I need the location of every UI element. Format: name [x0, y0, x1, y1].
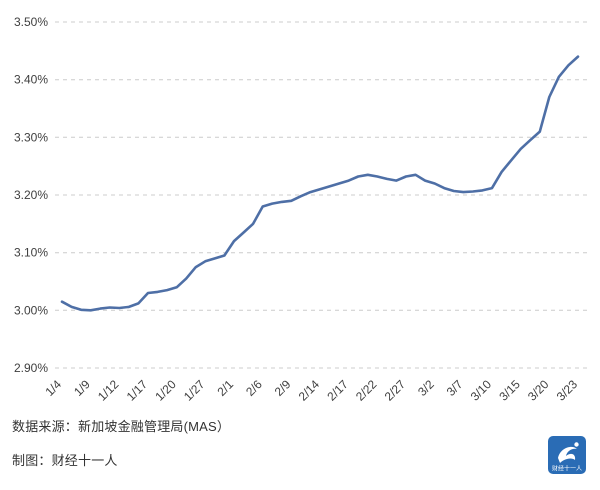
y-tick-label: 3.40% [14, 73, 48, 87]
caijing-logo: 财经十一人 [548, 436, 586, 474]
logo-dot [574, 442, 579, 447]
logo-glyph [558, 446, 577, 463]
line-chart: 3.50% 3.40% 3.30% 3.20% 3.10% 3.00% 2.90% 1/4 1/… [14, 15, 588, 404]
x-tick-label: 3/7 [444, 377, 466, 399]
x-tick-label: 1/9 [71, 377, 93, 399]
x-tick-label: 3/2 [415, 377, 437, 399]
series-line [60, 55, 580, 312]
x-tick-label: 3/10 [468, 377, 495, 404]
x-tick-label: 3/20 [525, 377, 552, 404]
x-tick-label: 2/27 [382, 377, 409, 404]
x-tick-label: 2/9 [272, 377, 294, 399]
y-tick-label: 3.00% [14, 303, 48, 317]
logo-text: 财经十一人 [552, 465, 582, 473]
x-tick-label: 3/23 [554, 377, 581, 404]
chart-credit-label: 制图：财经十一人 [12, 453, 118, 468]
data-source-label: 数据来源：新加坡金融管理局(MAS） [12, 419, 231, 434]
x-tick-label: 1/17 [124, 377, 151, 404]
x-tick-label: 1/12 [95, 377, 122, 404]
y-tick-label: 3.20% [14, 188, 48, 202]
caijing-logo-icon: 财经十一人 [548, 436, 586, 474]
x-tick-label: 1/27 [181, 377, 208, 404]
x-tick-label: 2/6 [243, 377, 265, 399]
y-tick-label: 2.90% [14, 361, 48, 375]
y-tick-label: 3.50% [14, 15, 48, 29]
chart-area: 3.50% 3.40% 3.30% 3.20% 3.10% 3.00% 2.90% 1/4 1/… [14, 15, 588, 404]
y-tick-label: 3.10% [14, 246, 48, 260]
x-tick-label: 2/1 [214, 377, 236, 399]
x-tick-label: 1/20 [152, 377, 179, 404]
x-tick-label: 2/17 [324, 377, 351, 404]
x-tick-label: 2/14 [296, 377, 323, 404]
x-tick-label: 1/4 [42, 377, 64, 399]
x-tick-label: 3/15 [496, 377, 523, 404]
y-tick-label: 3.30% [14, 130, 48, 144]
x-tick-label: 2/22 [353, 377, 380, 404]
